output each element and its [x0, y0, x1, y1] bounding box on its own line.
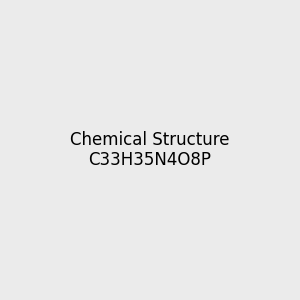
Text: Chemical Structure
C33H35N4O8P: Chemical Structure C33H35N4O8P: [70, 130, 230, 170]
